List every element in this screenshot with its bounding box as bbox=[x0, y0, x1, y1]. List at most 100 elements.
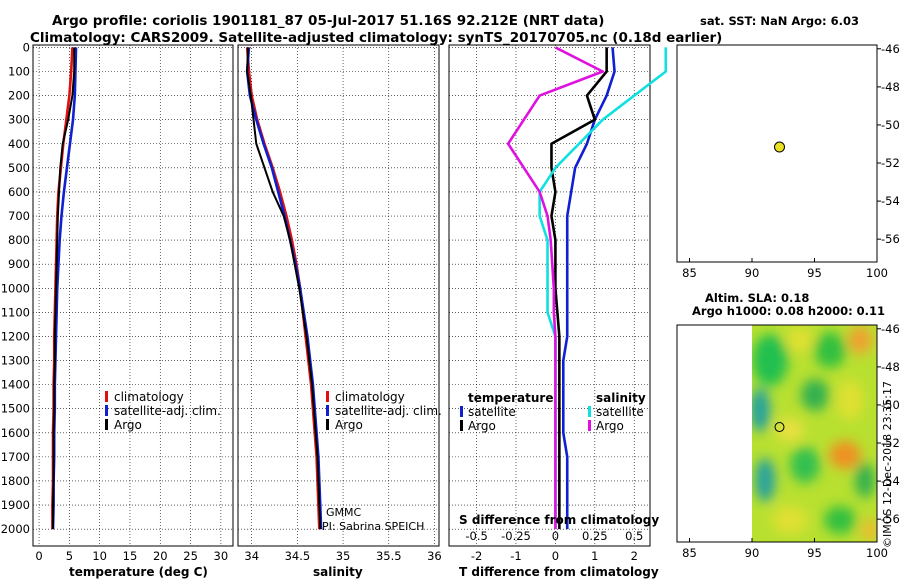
sla-map-markers bbox=[774, 422, 785, 433]
salinity-tick-labels: 34 34.5 35 35.5 36 bbox=[244, 549, 441, 563]
lat-tick-label: -54 bbox=[881, 194, 900, 208]
salinity-panel: 34 34.5 35 35.5 36 salinity climatology sate… bbox=[237, 44, 442, 579]
depth-tick-label: 1000 bbox=[1, 281, 30, 295]
lat-tick-label: -48 bbox=[881, 360, 900, 374]
temperature-panel: 0100200300400500600700800900100011001200… bbox=[1, 40, 234, 579]
legend-climatology-swatch bbox=[105, 391, 108, 402]
difference-grid bbox=[449, 45, 650, 546]
lat-tick-label: -50 bbox=[881, 398, 900, 412]
lon-tick-label: 85 bbox=[682, 266, 697, 280]
lat-tick-label: -52 bbox=[881, 436, 900, 450]
depth-tick-label: 900 bbox=[8, 257, 30, 271]
series-line-s-argo bbox=[506, 46, 605, 530]
temperature-grid bbox=[33, 45, 233, 546]
x-tick-label: 34.5 bbox=[285, 549, 311, 563]
imos-watermark: ©IMOS 12-Dec-2018 23:35:17 bbox=[881, 381, 894, 548]
depth-tick-label: 1800 bbox=[1, 474, 30, 488]
legend-s-argo-swatch bbox=[588, 420, 591, 431]
sst-map-tick-labels: 85 90 95 100 -46 -48 -50 -52 -54 -56 bbox=[682, 42, 900, 280]
temperature-legend: climatology satellite-adj. clim. Argo bbox=[105, 390, 221, 432]
lon-tick-label: 95 bbox=[807, 266, 822, 280]
legend-t-satellite: satellite bbox=[468, 405, 516, 419]
sla-map-tick-labels: 85 90 95 100 -46 -48 -50 -52 -54 -56 bbox=[682, 322, 900, 560]
legend-argo-swatch bbox=[105, 419, 108, 430]
x-tick-label: -1 bbox=[510, 549, 521, 563]
sla-blob bbox=[814, 332, 846, 368]
depth-tick-label: 100 bbox=[8, 64, 30, 78]
sla-blob bbox=[752, 334, 788, 386]
depth-tick-label: 1400 bbox=[1, 378, 30, 392]
legend-climatology-swatch bbox=[326, 391, 329, 402]
legend-argo-swatch bbox=[326, 419, 329, 430]
t-difference-tick-labels: -2 -1 0 1 2 bbox=[471, 549, 638, 563]
s-tick-label: 0 bbox=[552, 529, 559, 543]
sla-map-title: Altim. SLA: 0.18 bbox=[705, 291, 809, 305]
sla-blob bbox=[824, 506, 856, 534]
lon-tick-label: 85 bbox=[682, 546, 697, 560]
difference-axes-box bbox=[448, 44, 651, 547]
sst-map-panel: sat. SST: NaN Argo: 6.03 85 90 95 100 -46 -48… bbox=[676, 14, 900, 280]
lon-tick-label: 90 bbox=[745, 266, 760, 280]
legend-s-argo: Argo bbox=[596, 419, 624, 433]
lon-tick-label: 100 bbox=[866, 546, 888, 560]
depth-tick-label: 400 bbox=[8, 137, 30, 151]
lat-tick-label: -46 bbox=[881, 42, 900, 56]
depth-tick-label: 0 bbox=[23, 40, 30, 54]
legend-satellite-swatch bbox=[105, 405, 108, 416]
legend-satellite: satellite-adj. clim. bbox=[335, 404, 442, 418]
legend-satellite: satellite-adj. clim. bbox=[114, 404, 221, 418]
sla-blob bbox=[755, 458, 775, 502]
legend-t-argo: Argo bbox=[468, 419, 496, 433]
sla-blob bbox=[837, 380, 863, 420]
temperature-series bbox=[51, 47, 78, 530]
difference-legend: temperature salinity satellite Argo sate… bbox=[460, 391, 646, 433]
difference-series bbox=[506, 46, 668, 530]
sla-map-title2: Argo h1000: 0.08 h2000: 0.11 bbox=[692, 304, 885, 318]
sla-field bbox=[752, 325, 877, 542]
s-tick-label: 0.25 bbox=[582, 529, 608, 543]
legend-climatology: climatology bbox=[335, 390, 405, 404]
lat-tick-label: -46 bbox=[881, 322, 900, 336]
figure-title-line1: Argo profile: coriolis 1901181_87 05-Jul… bbox=[52, 13, 604, 29]
sst-map-title: sat. SST: NaN Argo: 6.03 bbox=[700, 14, 859, 28]
depth-tick-label: 1500 bbox=[1, 402, 30, 416]
depth-tick-label: 300 bbox=[8, 113, 30, 127]
legend-t-argo-swatch bbox=[460, 420, 463, 431]
depth-tick-label: 1300 bbox=[1, 354, 30, 368]
legend-t-satellite-swatch bbox=[460, 406, 463, 417]
salinity-xlabel: salinity bbox=[313, 565, 363, 579]
sla-blob bbox=[829, 441, 861, 469]
x-tick-label: 1 bbox=[591, 549, 598, 563]
s-tick-label: -0.25 bbox=[501, 529, 531, 543]
x-tick-label: 0 bbox=[35, 549, 42, 563]
lon-tick-label: 95 bbox=[807, 546, 822, 560]
x-tick-label: 2 bbox=[631, 549, 638, 563]
temperature-tick-labels: 0 5 10 15 20 25 30 bbox=[35, 549, 228, 563]
x-tick-label: 5 bbox=[66, 549, 73, 563]
s-difference-tick-labels: -0.5 -0.25 0 0.25 0.5 bbox=[465, 529, 643, 543]
legend-s-satellite-swatch bbox=[588, 406, 591, 417]
lat-tick-label: -54 bbox=[881, 474, 900, 488]
x-tick-label: 10 bbox=[92, 549, 107, 563]
salinity-series bbox=[245, 47, 323, 530]
x-tick-label: 25 bbox=[183, 549, 198, 563]
lon-tick-label: 90 bbox=[745, 546, 760, 560]
depth-tick-label: 1100 bbox=[1, 305, 30, 319]
sla-blob bbox=[786, 328, 814, 352]
series-line-argo bbox=[52, 47, 76, 530]
x-tick-label: 34 bbox=[244, 549, 259, 563]
depth-tick-label: 200 bbox=[8, 89, 30, 103]
depth-tick-label: 500 bbox=[8, 161, 30, 175]
difference-panel: -2 -1 0 1 2 -0.5 -0.25 0 0.25 0.5 T difference f… bbox=[448, 44, 668, 579]
legend-satellite-swatch bbox=[326, 405, 329, 416]
series-line-argo bbox=[246, 47, 322, 530]
lat-tick-label: -56 bbox=[881, 512, 900, 526]
figure-title-line2: Climatology: CARS2009. Satellite-adjuste… bbox=[30, 30, 722, 46]
salinity-grid bbox=[238, 45, 439, 546]
x-tick-label: -2 bbox=[471, 549, 482, 563]
credit-gmmc: GMMC bbox=[326, 506, 362, 519]
s-difference-xlabel: S difference from climatology bbox=[459, 513, 659, 527]
depth-tick-label: 1700 bbox=[1, 450, 30, 464]
sla-blob bbox=[855, 462, 875, 498]
